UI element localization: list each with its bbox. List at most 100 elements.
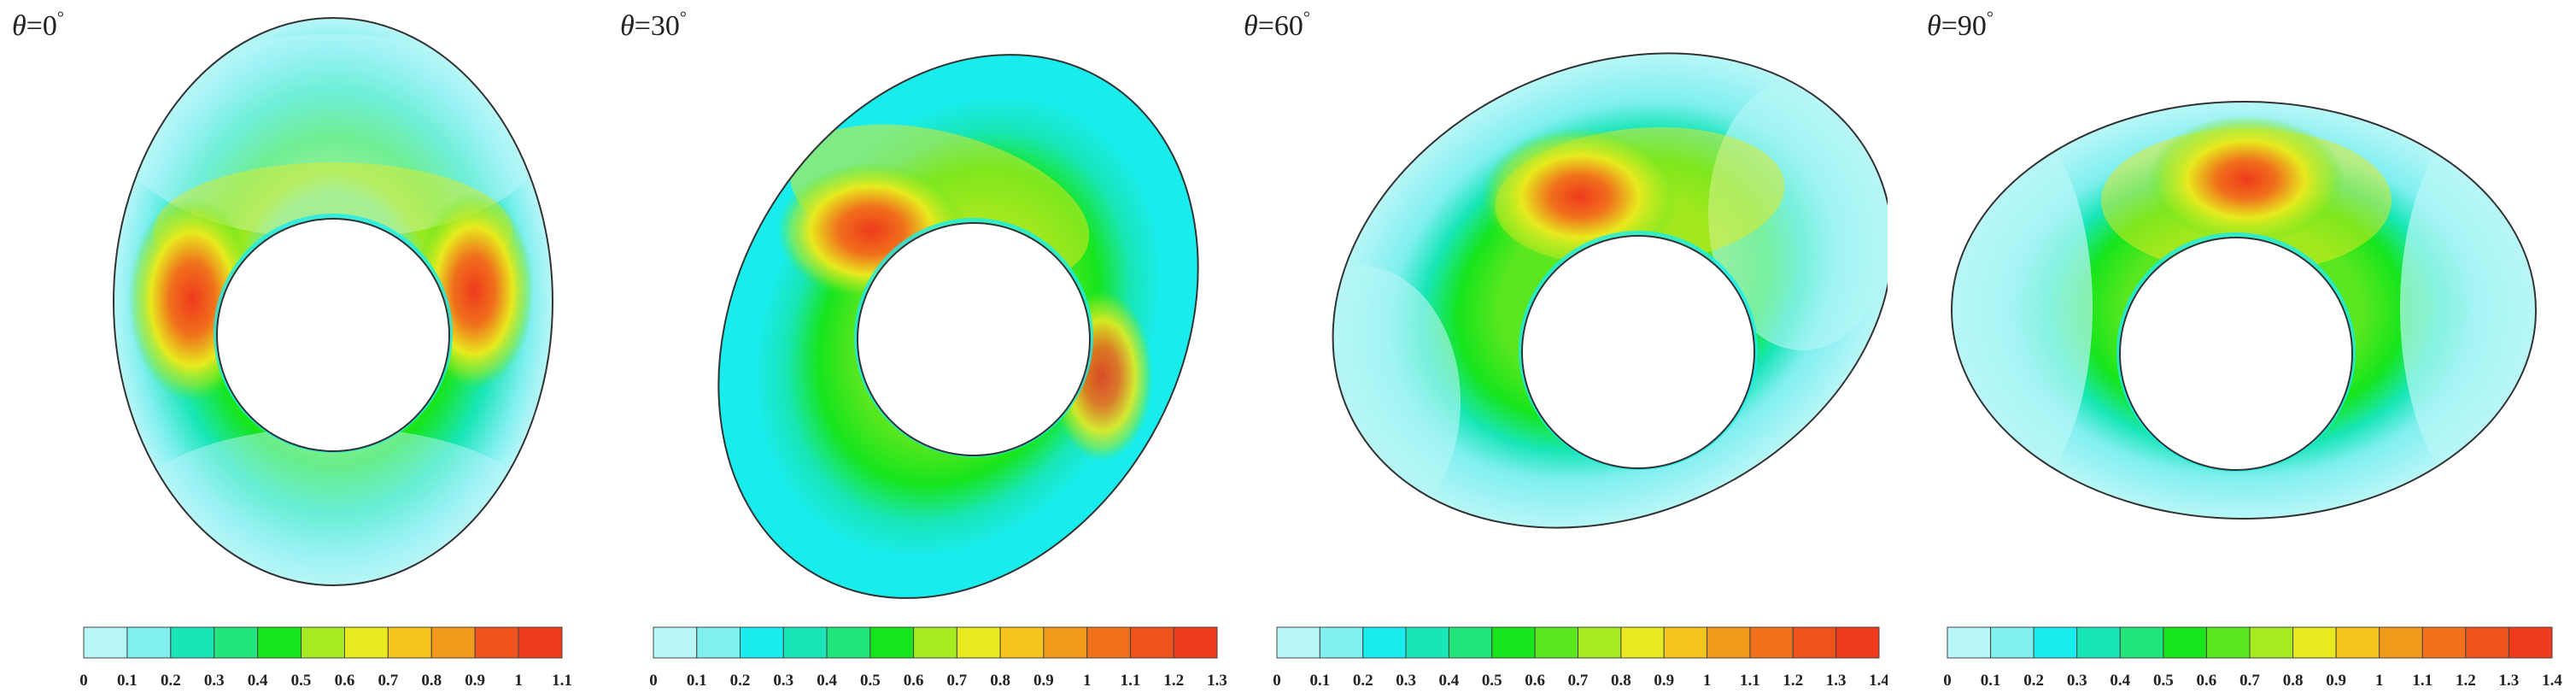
colorbar-segment bbox=[826, 626, 871, 659]
degree-symbol: ° bbox=[1303, 9, 1310, 27]
colorbar-segment bbox=[1362, 626, 1407, 659]
colorbar-tick-label: 1.1 bbox=[1121, 672, 1141, 690]
colorbar-segment bbox=[301, 626, 345, 659]
colorbar-tick-label: 1.2 bbox=[2456, 672, 2476, 690]
colorbar-segment bbox=[696, 626, 741, 659]
contour-plot: 0 0.1 0.2 0.3 0.4 0.5 0.6 0.7 0.8 0.9 1 1.1 bbox=[79, 17, 572, 690]
panel-title: θ=30° bbox=[620, 9, 687, 43]
colorbar-tick-label: 0.4 bbox=[248, 672, 268, 690]
colorbar-tick-label: 0.2 bbox=[2023, 672, 2044, 690]
colorbar-segment bbox=[430, 626, 476, 659]
colorbar-tick-label: 1 bbox=[1703, 672, 1712, 690]
colorbar-tick-label: 0.2 bbox=[161, 672, 181, 690]
colorbar-segment bbox=[2465, 626, 2509, 659]
degree-symbol: ° bbox=[679, 9, 687, 27]
hotspot-upper bbox=[2148, 115, 2345, 244]
colorbar-segment bbox=[1129, 626, 1174, 659]
colorbar-segment bbox=[387, 626, 432, 659]
colorbar-tick-label: 1.4 bbox=[1869, 672, 1888, 690]
colorbar-segment bbox=[474, 626, 519, 659]
colorbar-segment bbox=[1749, 626, 1794, 659]
colorbar-tick-label: 0.6 bbox=[2197, 672, 2217, 690]
contour-plot: 0 0.1 0.2 0.3 0.4 0.5 0.6 0.7 0.8 0.9 1 1.1 1.2 1.3 1.… bbox=[1943, 101, 2562, 690]
colorbar-tick-label: 0.4 bbox=[817, 672, 837, 690]
colorbar-segment bbox=[956, 626, 1001, 659]
colorbar-segment bbox=[1620, 626, 1665, 659]
panel-title: θ=90° bbox=[1927, 9, 1993, 43]
colorbar-segment bbox=[170, 626, 215, 659]
colorbar-tick-label: 0.5 bbox=[291, 672, 312, 690]
colorbar-segment bbox=[343, 626, 389, 659]
inner-cylinder bbox=[857, 222, 1091, 456]
theta-symbol: θ bbox=[1927, 10, 1941, 42]
colorbar-segment bbox=[2508, 626, 2553, 659]
colorbar-tick-label: 0.8 bbox=[2283, 672, 2304, 690]
panel-theta-90: θ=90° bbox=[1922, 0, 2576, 693]
colorbar-segment bbox=[1405, 626, 1449, 659]
colorbar-tick-label: 1.3 bbox=[2499, 672, 2520, 690]
theta-value: =30 bbox=[634, 10, 680, 42]
panel-theta-0: θ=0° bbox=[0, 0, 632, 693]
colorbar-tick-label: 0.1 bbox=[1981, 672, 2001, 690]
colorbar-tick-label: 0.7 bbox=[378, 672, 398, 690]
colorbar-segment bbox=[518, 626, 563, 659]
colorbar-tick-label: 0.6 bbox=[904, 672, 924, 690]
contour-plot: 0 0.1 0.2 0.3 0.4 0.5 0.6 0.7 0.8 0.9 1 1.1 1.2 1.3 bbox=[649, 54, 1227, 690]
colorbar-tick-label: 0 bbox=[1943, 672, 1952, 690]
colorbar-tick-label: 0 bbox=[79, 672, 88, 690]
colorbar-tick-label: 0.8 bbox=[1611, 672, 1631, 690]
colorbar-segment bbox=[1534, 626, 1578, 659]
colorbar-tick-label: 0.5 bbox=[2153, 672, 2174, 690]
colorbar-tick-label: 0.5 bbox=[1482, 672, 1502, 690]
colorbar-tick-label: 0.9 bbox=[465, 672, 485, 690]
colorbar-tick-label: 0.3 bbox=[1396, 672, 1416, 690]
colorbar-tick-label: 0.7 bbox=[2239, 672, 2260, 690]
colorbar-tick-label: 0.1 bbox=[1309, 672, 1330, 690]
colorbar-segment bbox=[913, 626, 957, 659]
colorbar-segment bbox=[740, 626, 784, 659]
colorbar-segment bbox=[2163, 626, 2207, 659]
colorbar-segment bbox=[1663, 626, 1708, 659]
colorbar-tick-label: 1.1 bbox=[552, 672, 572, 690]
colorbar-segment bbox=[2335, 626, 2380, 659]
colorbar-segment bbox=[2205, 626, 2251, 659]
colorbar-segment bbox=[1578, 626, 1622, 659]
colorbar-segment bbox=[2249, 626, 2294, 659]
panel-theta-30: θ=30° bbox=[615, 0, 1247, 693]
colorbar-segment bbox=[1173, 626, 1218, 659]
colorbar-segment bbox=[1990, 626, 2034, 659]
colorbar-tick-label: 0 bbox=[649, 672, 658, 690]
colorbar-tick-label: 1 bbox=[1083, 672, 1092, 690]
degree-symbol: ° bbox=[1986, 9, 1993, 27]
colorbar-tick-label: 0.9 bbox=[1033, 672, 1054, 690]
colorbar-tick-label: 1.1 bbox=[2412, 672, 2433, 690]
colorbar-tick-label: 1.3 bbox=[1207, 672, 1227, 690]
colorbar-segment bbox=[999, 626, 1045, 659]
colorbar-tick-label: 0.1 bbox=[687, 672, 707, 690]
colorbar: 0 0.1 0.2 0.3 0.4 0.5 0.6 0.7 0.8 0.9 1 1.1 1.2 1.3 bbox=[649, 626, 1227, 690]
colorbar-tick-label: 0.3 bbox=[204, 672, 225, 690]
colorbar-segment bbox=[257, 626, 302, 659]
colorbar-segment bbox=[214, 626, 259, 659]
colorbar-segment bbox=[1835, 626, 1880, 659]
colorbar-segment bbox=[1448, 626, 1493, 659]
panel-title: θ=60° bbox=[1244, 9, 1310, 43]
colorbar-segment bbox=[1947, 626, 1992, 659]
colorbar-tick-label: 1.3 bbox=[1826, 672, 1847, 690]
theta-symbol: θ bbox=[620, 10, 635, 42]
colorbar-tick-label: 0.2 bbox=[730, 672, 751, 690]
colorbar-tick-label: 0.3 bbox=[2067, 672, 2087, 690]
colorbar-segment bbox=[653, 626, 698, 659]
colorbar-tick-label: 0.9 bbox=[2326, 672, 2346, 690]
colorbar-segment bbox=[782, 626, 828, 659]
colorbar: 0 0.1 0.2 0.3 0.4 0.5 0.6 0.7 0.8 0.9 1 1.1 bbox=[79, 626, 572, 690]
colorbar-segment bbox=[1707, 626, 1751, 659]
theta-symbol: θ bbox=[1244, 10, 1258, 42]
colorbar-tick-label: 1.1 bbox=[1740, 672, 1760, 690]
colorbar-tick-label: 0.6 bbox=[1525, 672, 1545, 690]
colorbar-tick-label: 0.9 bbox=[1654, 672, 1674, 690]
colorbar-segment bbox=[2292, 626, 2337, 659]
hotspot-upper bbox=[1482, 128, 1678, 265]
colorbar-segment bbox=[83, 626, 128, 659]
colorbar-segment bbox=[126, 626, 172, 659]
